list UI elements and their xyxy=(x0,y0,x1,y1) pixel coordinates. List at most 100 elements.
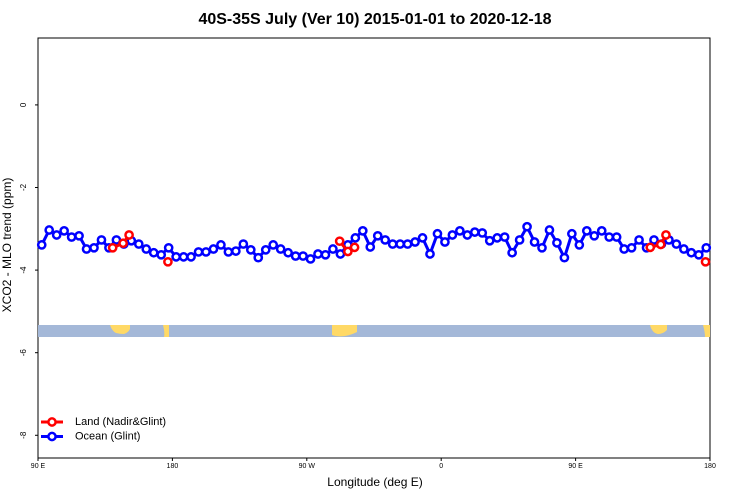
data-point xyxy=(44,225,55,235)
data-point xyxy=(350,233,361,243)
data-point xyxy=(581,226,592,236)
data-point xyxy=(619,244,629,254)
data-point xyxy=(649,235,659,245)
data-point xyxy=(89,242,99,253)
data-point xyxy=(124,230,134,240)
data-point xyxy=(36,240,47,250)
data-point xyxy=(589,230,600,241)
data-point xyxy=(559,252,570,263)
data-point xyxy=(634,235,644,245)
data-point xyxy=(661,230,671,240)
data-point xyxy=(484,235,495,246)
chart-title: 40S-35S July (Ver 10) 2015-01-01 to 2020… xyxy=(198,11,551,28)
data-point xyxy=(410,237,420,247)
land-blob xyxy=(110,325,130,334)
data-point xyxy=(335,249,346,259)
data-point xyxy=(268,240,279,250)
data-point xyxy=(395,239,405,249)
data-point xyxy=(499,232,510,242)
data-point xyxy=(462,230,473,240)
data-point xyxy=(701,242,712,253)
data-point xyxy=(700,256,711,267)
data-point xyxy=(402,239,413,249)
data-point xyxy=(387,239,398,249)
land-blob xyxy=(650,325,667,334)
data-point xyxy=(537,242,547,253)
data-point xyxy=(432,228,443,239)
legend-marker xyxy=(47,417,57,427)
data-point xyxy=(417,233,428,243)
data-point xyxy=(507,247,517,258)
data-point xyxy=(260,245,271,255)
data-point xyxy=(313,249,323,259)
data-point xyxy=(686,247,697,258)
data-point xyxy=(156,249,167,260)
data-point xyxy=(163,242,174,253)
data-point xyxy=(440,237,450,247)
data-point xyxy=(186,252,196,262)
data-point xyxy=(163,256,173,267)
data-point xyxy=(372,230,383,241)
data-point xyxy=(679,244,689,254)
data-point xyxy=(107,242,118,253)
land-mask-strip xyxy=(38,325,710,337)
land-blob xyxy=(332,325,357,337)
data-point xyxy=(305,254,316,264)
data-point xyxy=(171,252,181,262)
data-point xyxy=(469,227,480,237)
data-point xyxy=(81,244,92,254)
data-point xyxy=(447,230,458,240)
x-tick-label: 90 E xyxy=(568,463,583,470)
y-tick-label: -2 xyxy=(19,183,28,191)
data-point xyxy=(141,244,152,254)
data-point xyxy=(148,247,159,258)
data-point xyxy=(365,242,376,252)
data-point xyxy=(283,247,293,258)
y-tick-label: -6 xyxy=(19,349,28,357)
data-point xyxy=(596,226,607,236)
legend-label: Land (Nadir&Glint) xyxy=(75,416,166,428)
data-point xyxy=(298,251,308,261)
data-point xyxy=(216,240,226,250)
data-point xyxy=(193,247,204,257)
data-point xyxy=(522,221,532,232)
y-tick-label: -8 xyxy=(19,431,28,439)
data-point xyxy=(529,237,540,247)
data-point xyxy=(96,235,107,245)
data-point xyxy=(231,246,241,256)
data-point xyxy=(74,230,84,241)
x-tick-label: 90 E xyxy=(31,463,46,470)
data-point xyxy=(380,235,391,245)
data-point xyxy=(552,237,562,248)
data-point xyxy=(59,226,69,236)
data-point xyxy=(567,228,577,239)
y-tick-label: -4 xyxy=(19,266,28,274)
data-point xyxy=(477,228,488,238)
x-tick-label: 180 xyxy=(167,463,179,470)
data-point xyxy=(425,249,435,259)
data-point xyxy=(492,233,503,243)
data-point xyxy=(349,242,360,253)
x-tick-label: 0 xyxy=(439,463,443,470)
data-point xyxy=(201,247,211,257)
ocean-strip xyxy=(38,325,710,337)
data-point xyxy=(626,242,637,253)
legend-label: Ocean (Glint) xyxy=(75,430,140,442)
x-axis-label: Longitude (deg E) xyxy=(327,475,422,489)
data-point xyxy=(544,225,555,235)
data-point xyxy=(343,246,353,257)
data-point xyxy=(693,249,704,260)
land-blob xyxy=(163,325,169,337)
data-point xyxy=(253,252,264,263)
data-point xyxy=(66,232,77,242)
data-point xyxy=(133,239,144,249)
data-point xyxy=(118,238,128,249)
land-blob xyxy=(703,325,710,337)
data-point xyxy=(223,247,234,257)
data-point xyxy=(455,226,465,236)
data-point xyxy=(645,242,656,253)
y-axis-label: XCO2 - MLO trend (ppm) xyxy=(0,178,14,313)
data-point xyxy=(245,245,256,255)
data-point xyxy=(275,244,286,254)
